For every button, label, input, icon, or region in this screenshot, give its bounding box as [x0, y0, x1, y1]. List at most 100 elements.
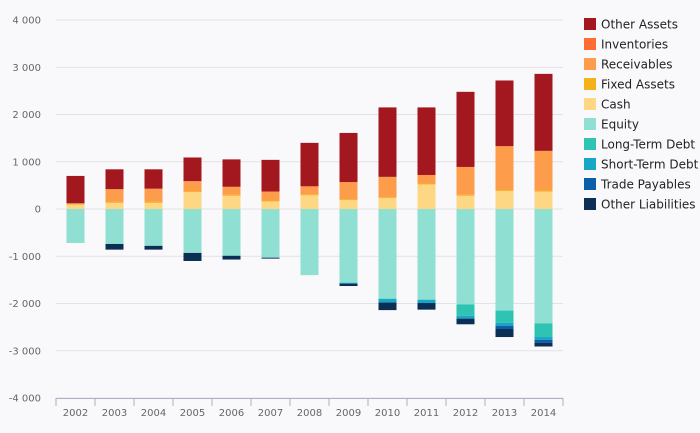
bar-fixed-assets-2013[interactable] [495, 190, 514, 192]
bar-fixed-assets-2007[interactable] [261, 200, 280, 202]
bar-other-liabilities-2004[interactable] [144, 245, 163, 250]
legend-label-long-term-debt: Long-Term Debt [601, 138, 695, 152]
bar-cash-2014[interactable] [534, 191, 553, 209]
legend-item-receivables[interactable]: Receivables [584, 58, 673, 72]
bar-fixed-assets-2008[interactable] [300, 194, 319, 196]
bar-other-liabilities-2009[interactable] [339, 283, 358, 287]
bar-equity-2004[interactable] [144, 209, 163, 246]
bar-cash-2010[interactable] [378, 198, 397, 209]
bar-equity-2007[interactable] [261, 209, 280, 258]
bar-equity-2014[interactable] [534, 209, 553, 324]
bar-long-term-debt-2012[interactable] [456, 304, 475, 316]
bar-cash-2013[interactable] [495, 191, 514, 209]
bar-trade-payables-2014[interactable] [534, 339, 553, 343]
bar-fixed-assets-2014[interactable] [534, 190, 553, 192]
bar-cash-2008[interactable] [300, 195, 319, 209]
bar-fixed-assets-2002[interactable] [66, 203, 85, 205]
bar-other-assets-2008[interactable] [300, 142, 319, 187]
legend-item-equity[interactable]: Equity [584, 118, 639, 132]
bar-other-assets-2010[interactable] [378, 107, 397, 177]
bar-equity-2002[interactable] [66, 209, 85, 244]
bar-receivables-2004[interactable] [144, 188, 163, 202]
bar-short-term-debt-2009[interactable] [339, 282, 358, 284]
bar-cash-2005[interactable] [183, 191, 202, 209]
bar-other-assets-2014[interactable] [534, 73, 553, 151]
bar-receivables-2003[interactable] [105, 189, 124, 202]
bar-cash-2012[interactable] [456, 195, 475, 209]
bar-receivables-2011[interactable] [417, 174, 436, 184]
bar-other-liabilities-2012[interactable] [456, 318, 475, 325]
bar-short-term-debt-2014[interactable] [534, 337, 553, 340]
bar-cash-2004[interactable] [144, 202, 163, 209]
bar-cash-2006[interactable] [222, 195, 241, 209]
bar-other-assets-2002[interactable] [66, 175, 85, 204]
bar-other-liabilities-2010[interactable] [378, 302, 397, 311]
bar-other-assets-2004[interactable] [144, 169, 163, 189]
legend-item-cash[interactable]: Cash [584, 98, 631, 112]
legend-item-inventories[interactable]: Inventories [584, 38, 668, 52]
bar-short-term-debt-2011[interactable] [417, 299, 436, 304]
bar-other-assets-2011[interactable] [417, 107, 436, 175]
bar-other-liabilities-2003[interactable] [105, 243, 124, 250]
bar-other-assets-2003[interactable] [105, 169, 124, 190]
bar-receivables-2007[interactable] [261, 191, 280, 201]
bar-cash-2011[interactable] [417, 184, 436, 209]
bar-fixed-assets-2004[interactable] [144, 201, 163, 203]
x-tick-label-2014: 2014 [531, 408, 556, 419]
bar-cash-2002[interactable] [66, 204, 85, 209]
bar-receivables-2010[interactable] [378, 176, 397, 198]
bar-equity-2005[interactable] [183, 209, 202, 253]
legend-item-other-liabilities[interactable]: Other Liabilities [584, 198, 696, 212]
bar-cash-2007[interactable] [261, 201, 280, 209]
bar-cash-2003[interactable] [105, 202, 124, 209]
bar-fixed-assets-2005[interactable] [183, 191, 202, 192]
legend-item-long-term-debt[interactable]: Long-Term Debt [584, 138, 695, 152]
bar-fixed-assets-2006[interactable] [222, 194, 241, 196]
bar-other-assets-2009[interactable] [339, 132, 358, 183]
bar-other-assets-2013[interactable] [495, 80, 514, 147]
bar-equity-2008[interactable] [300, 209, 319, 276]
bar-other-liabilities-2005[interactable] [183, 252, 202, 261]
bar-short-term-debt-2013[interactable] [495, 322, 514, 326]
bar-other-assets-2005[interactable] [183, 157, 202, 182]
bar-other-liabilities-2006[interactable] [222, 255, 241, 260]
bar-trade-payables-2013[interactable] [495, 325, 514, 330]
bar-short-term-debt-2012[interactable] [456, 315, 475, 319]
bar-other-liabilities-2007[interactable] [261, 257, 280, 259]
bar-other-liabilities-2011[interactable] [417, 303, 436, 310]
bar-equity-2011[interactable] [417, 209, 436, 300]
bar-fixed-assets-2003[interactable] [105, 201, 124, 203]
bar-equity-2012[interactable] [456, 209, 475, 305]
bar-equity-2010[interactable] [378, 209, 397, 299]
legend-item-fixed-assets[interactable]: Fixed Assets [584, 78, 675, 92]
bar-fixed-assets-2012[interactable] [456, 194, 475, 196]
bar-receivables-2009[interactable] [339, 182, 358, 200]
bar-other-liabilities-2014[interactable] [534, 342, 553, 347]
legend-item-trade-payables[interactable]: Trade Payables [584, 178, 691, 192]
legend-swatch-other-liabilities [584, 198, 596, 210]
bar-fixed-assets-2011[interactable] [417, 183, 436, 185]
bar-receivables-2014[interactable] [534, 150, 553, 191]
bar-long-term-debt-2013[interactable] [495, 310, 514, 323]
bar-long-term-debt-2014[interactable] [534, 323, 553, 338]
bar-other-assets-2012[interactable] [456, 91, 475, 167]
bar-equity-2006[interactable] [222, 209, 241, 256]
bar-short-term-debt-2010[interactable] [378, 298, 397, 303]
legend-swatch-other-assets [584, 18, 596, 30]
bar-fixed-assets-2009[interactable] [339, 199, 358, 201]
bar-equity-2003[interactable] [105, 209, 124, 244]
bar-receivables-2013[interactable] [495, 146, 514, 191]
bar-receivables-2006[interactable] [222, 186, 241, 195]
bar-equity-2009[interactable] [339, 209, 358, 283]
legend-item-other-assets[interactable]: Other Assets [584, 18, 678, 32]
legend-item-short-term-debt[interactable]: Short-Term Debt [584, 158, 699, 172]
bar-equity-2013[interactable] [495, 209, 514, 311]
bar-other-liabilities-2013[interactable] [495, 329, 514, 338]
bar-receivables-2005[interactable] [183, 181, 202, 192]
bar-fixed-assets-2010[interactable] [378, 197, 397, 199]
bar-receivables-2008[interactable] [300, 186, 319, 195]
bar-other-assets-2006[interactable] [222, 159, 241, 187]
bar-other-assets-2007[interactable] [261, 159, 280, 192]
bar-receivables-2012[interactable] [456, 166, 475, 195]
bar-cash-2009[interactable] [339, 200, 358, 209]
